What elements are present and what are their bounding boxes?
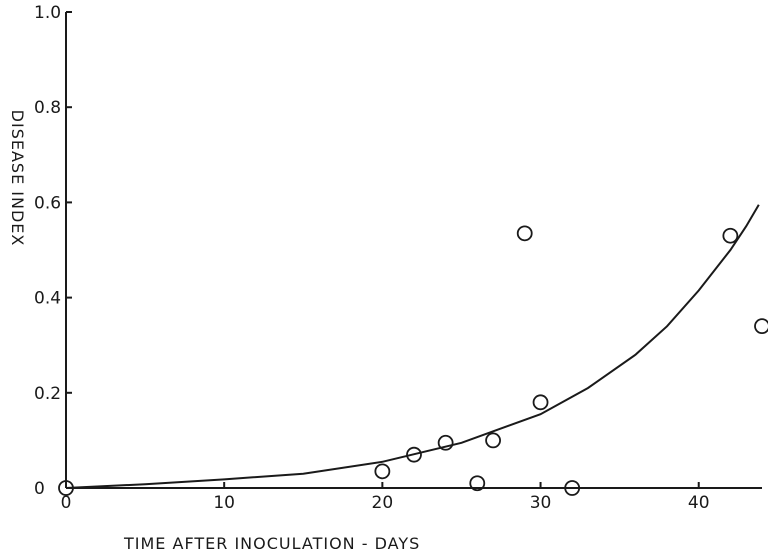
- data-point: [469, 475, 486, 492]
- data-point: [722, 227, 739, 244]
- data-point: [374, 463, 391, 480]
- data-point: [564, 480, 581, 496]
- y-tick-label: 0.4: [34, 289, 61, 309]
- y-tick-label: 0.2: [34, 384, 61, 404]
- data-point: [516, 225, 533, 242]
- y-axis-label: DISEASE INDEX: [8, 110, 27, 247]
- data-point: [754, 318, 768, 335]
- x-tick-label: 20: [372, 493, 394, 513]
- y-tick-label: 1.0: [34, 3, 61, 23]
- data-point: [485, 432, 501, 449]
- data-point: [532, 394, 549, 411]
- x-tick-label: 0: [61, 493, 72, 513]
- data-point: [437, 434, 454, 451]
- fitted-curve: [65, 204, 760, 489]
- data-series: [58, 204, 768, 496]
- ticks: 0 0.2 0.4 0.6 0.8 1.0 0 10 20 30 40: [34, 3, 710, 513]
- data-point: [406, 446, 422, 463]
- y-tick-label: 0: [34, 479, 45, 499]
- axes: [65, 12, 762, 489]
- y-tick-label: 0.8: [34, 98, 61, 118]
- x-tick-label: 40: [688, 493, 710, 513]
- y-tick-label: 0.6: [34, 193, 61, 213]
- x-tick-label: 30: [530, 493, 552, 513]
- x-tick-label: 10: [213, 493, 235, 513]
- x-axis-label: TIME AFTER INOCULATION - DAYS: [123, 534, 420, 553]
